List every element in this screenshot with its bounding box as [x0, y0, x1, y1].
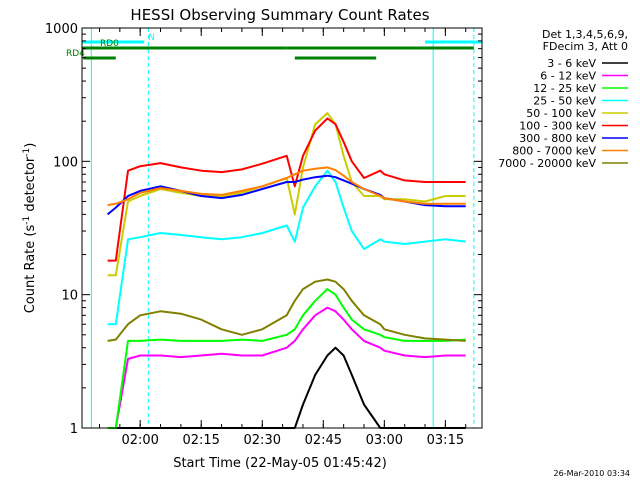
flag-rd0-label: RD0: [100, 39, 119, 49]
y-tick-label-1: 10: [61, 289, 78, 304]
x-tick-label-1: 02:15: [182, 433, 219, 448]
legend-label-8: 7000 - 20000 keV: [498, 157, 596, 170]
legend-label-5: 100 - 300 keV: [519, 120, 596, 133]
x-tick-label-2: 02:30: [244, 433, 281, 448]
flag-n-label: N: [148, 33, 155, 43]
y-axis-label-sup2: -1: [22, 148, 32, 157]
x-tick-label-4: 03:00: [366, 433, 403, 448]
series-line-2: [107, 288, 466, 429]
y-axis-label-suffix: ): [23, 143, 38, 148]
y-axis-label-prefix: Count Rate (s: [23, 225, 38, 314]
legend-label-1: 6 - 12 keV: [540, 70, 596, 83]
legend-label-7: 800 - 7000 keV: [512, 145, 596, 158]
y-axis: 1 10 100 1000: [45, 22, 482, 437]
legend-label-2: 12 - 25 keV: [533, 82, 596, 95]
x-axis: 02:00 02:15 02:30 02:45 03:00 03:15: [98, 28, 467, 448]
y-axis-label-sup1: -1: [22, 216, 32, 225]
x-tick-label-5: 03:15: [427, 433, 464, 448]
night-markers: [90, 28, 475, 428]
y-tick-label-0: 1: [70, 422, 78, 437]
y-tick-label-2: 100: [53, 155, 78, 170]
series-line-1: [107, 306, 466, 429]
y-tick-label-3: 1000: [45, 22, 78, 37]
series-line-5: [107, 117, 466, 262]
legend-header-line2: FDecim 3, Att 0: [543, 40, 628, 53]
y-axis-label-mid: detector: [23, 156, 38, 216]
legend-header-line1: Det 1,3,4,5,6,9,: [542, 28, 628, 41]
legend-label-6: 300 - 800 keV: [519, 132, 596, 145]
legend-label-0: 3 - 6 keV: [547, 57, 596, 70]
legend-label-4: 50 - 100 keV: [526, 107, 596, 120]
plot-frame: [81, 27, 483, 429]
flag-rd4-label: RD4: [66, 49, 85, 59]
series-line-3: [107, 169, 466, 326]
timestamp: 26-Mar-2010 03:34: [554, 469, 631, 478]
x-tick-label-0: 02:00: [121, 433, 158, 448]
y-axis-label: Count Rate (s-1 detector-1): [22, 143, 38, 314]
x-axis-label: Start Time (22-May-05 01:45:42): [173, 456, 387, 471]
series-line-8: [107, 278, 466, 342]
x-tick-label-3: 02:45: [305, 433, 342, 448]
flag-bars: N RD0 RD4: [66, 33, 482, 60]
series-line-7: [107, 166, 466, 207]
chart-title: HESSI Observing Summary Count Rates: [130, 6, 429, 24]
legend-label-3: 25 - 50 keV: [533, 95, 596, 108]
